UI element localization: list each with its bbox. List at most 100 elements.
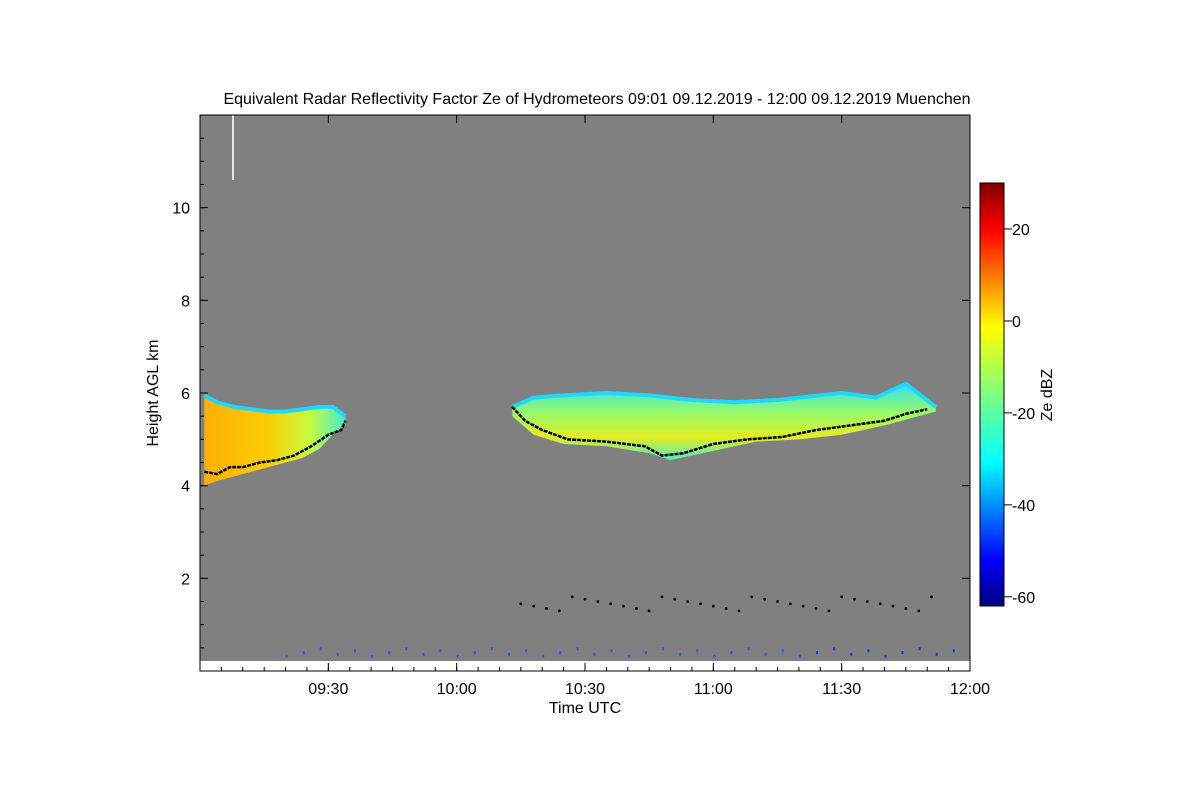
low-target-dot <box>904 607 908 610</box>
cloud-base-line <box>511 406 928 457</box>
low-echo-pixel <box>593 652 596 656</box>
low-target-dot <box>750 595 754 599</box>
low-echo-pixel <box>439 649 442 653</box>
low-target-dot <box>788 602 792 606</box>
colorbar-tick-label: -40 <box>1012 498 1035 515</box>
cloud-top-edge <box>203 393 347 418</box>
low-echo-pixel <box>730 651 733 655</box>
y-tick-label: 10 <box>172 201 190 218</box>
cloud-layer <box>204 395 346 486</box>
low-echo-pixel <box>764 652 767 656</box>
low-echo-pixel <box>918 647 921 651</box>
x-tick-label: 09:30 <box>308 681 348 698</box>
low-target-dot <box>545 607 548 610</box>
low-target-dot <box>853 597 856 601</box>
low-target-dot <box>930 595 933 599</box>
low-echo-pixel <box>952 649 955 653</box>
low-target-dot <box>865 600 869 603</box>
colorbar-tick-label: 0 <box>1012 314 1021 331</box>
low-echo-pixel <box>816 651 818 655</box>
low-echo-pixel <box>542 654 545 658</box>
cloud-base-markers <box>204 406 928 476</box>
low-target-dot <box>686 600 690 603</box>
low-target-dot <box>814 607 818 610</box>
cloud-base-line <box>204 420 347 476</box>
low-target-dot <box>583 597 587 601</box>
colorbar-label: Ze dBZ <box>1039 369 1056 422</box>
low-echo-pixel <box>302 651 305 655</box>
low-echo-pixel <box>747 647 750 651</box>
low-target-dot <box>878 602 882 606</box>
x-tick-label: 10:30 <box>565 681 605 698</box>
low-target-dot <box>673 597 677 601</box>
colorbar-tick-label: -20 <box>1012 406 1035 423</box>
low-echo-pixel <box>319 647 322 651</box>
y-tick-label: 8 <box>181 293 190 310</box>
low-echo-pixel <box>285 654 288 658</box>
low-target-dot <box>891 604 895 608</box>
low-echo-pixel <box>508 652 510 656</box>
low-target-dot <box>737 609 741 613</box>
low-echo-pixel <box>456 654 459 658</box>
plot-area <box>200 115 970 671</box>
low-target-dot <box>570 595 574 599</box>
low-echo-pixel <box>935 652 938 656</box>
low-echo-pixel <box>644 651 647 655</box>
low-level-targets <box>285 595 955 658</box>
low-echo-pixel <box>901 651 904 655</box>
low-echo-pixel <box>525 649 528 653</box>
cloud-layers <box>203 381 938 486</box>
x-tick-label: 10:00 <box>437 681 477 698</box>
colorbar-tick-label: 20 <box>1012 222 1030 239</box>
low-echo-pixel <box>422 652 425 656</box>
y-tick-label: 6 <box>181 386 190 403</box>
low-echo-pixel <box>833 647 836 651</box>
low-target-dot <box>776 600 779 603</box>
low-echo-pixel <box>354 649 356 653</box>
low-target-dot <box>557 609 561 613</box>
low-echo-pixel <box>662 647 664 651</box>
low-echo-pixel <box>850 652 853 656</box>
cloud-top-edge <box>511 381 938 409</box>
chart-title: Equivalent Radar Reflectivity Factor Ze … <box>223 91 970 108</box>
low-echo-pixel <box>559 651 562 655</box>
y-axis: 2 4 6 8 10 <box>172 137 970 649</box>
low-echo-pixel <box>388 651 391 655</box>
low-target-dot <box>647 609 651 613</box>
low-target-dot <box>724 607 728 610</box>
data-artifact-line <box>232 115 234 180</box>
low-echo-pixel <box>798 654 801 658</box>
low-echo-pixel <box>867 649 870 653</box>
colorbar-ticks: 20 0 -20 -40 -60 <box>1004 222 1035 607</box>
low-target-dot <box>596 600 600 603</box>
cloud-layer <box>512 383 936 461</box>
low-target-dot <box>634 607 638 610</box>
colorbar <box>979 182 1005 607</box>
low-echo-pixel <box>696 649 699 653</box>
low-target-dot <box>917 609 921 613</box>
low-echo-pixel <box>884 654 887 658</box>
x-tick-label: 11:30 <box>822 681 861 698</box>
y-axis-label: Height AGL km <box>145 339 162 446</box>
low-target-dot <box>660 595 664 599</box>
low-echo-pixel <box>473 651 476 655</box>
x-tick-label: 12:00 <box>950 681 990 698</box>
low-target-dot <box>711 604 715 608</box>
colorbar-tick-label: -60 <box>1012 590 1035 607</box>
x-axis-label: Time UTC <box>549 700 621 717</box>
x-axis: 09:30 10:00 10:30 11:00 11:30 12:00 <box>199 115 990 698</box>
low-target-dot <box>763 597 767 601</box>
y-tick-label: 2 <box>181 571 190 588</box>
low-echo-pixel <box>679 652 682 656</box>
low-target-dot <box>622 604 625 608</box>
low-target-dot <box>519 602 523 606</box>
low-target-dot <box>801 604 805 608</box>
low-echo-pixel <box>781 649 784 653</box>
low-echo-pixel <box>371 654 374 658</box>
low-target-dot <box>827 609 831 613</box>
low-target-dot <box>609 602 613 606</box>
low-echo-pixel <box>490 647 493 651</box>
y-tick-label: 4 <box>181 479 190 496</box>
low-echo-pixel <box>610 649 613 653</box>
